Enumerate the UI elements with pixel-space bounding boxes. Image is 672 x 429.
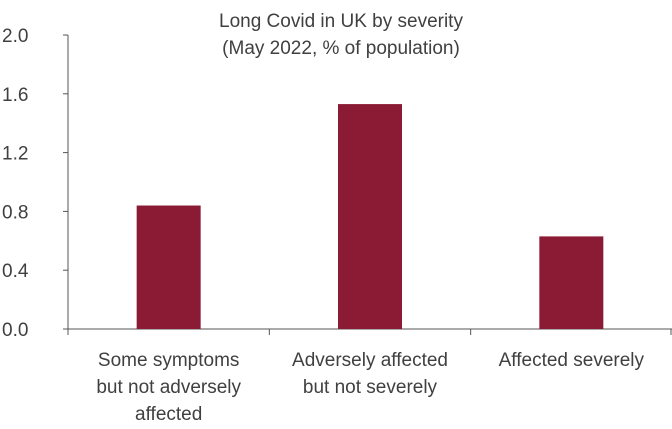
bar [539, 236, 604, 329]
x-category-label-line: but not adversely [96, 377, 241, 398]
y-tick-label: 0.0 [2, 320, 28, 341]
x-category-label-line: Affected severely [499, 350, 645, 371]
y-tick-label: 1.6 [2, 85, 28, 106]
y-tick-label: 0.4 [2, 261, 29, 282]
y-tick-label: 1.2 [2, 144, 28, 165]
x-category-label-line: affected [135, 404, 202, 425]
y-tick-label: 0.8 [2, 202, 28, 223]
bars [136, 104, 604, 329]
x-category-label: Some symptoms but not adversely affected [96, 350, 241, 425]
y-tick-label: 2.0 [2, 26, 28, 47]
x-axis [67, 328, 672, 335]
bar [338, 104, 402, 329]
x-category-label-line: Adversely affected [292, 350, 448, 371]
chart-title: Long Covid in UK by severity [219, 11, 463, 32]
x-category-label: Affected severely [499, 350, 645, 371]
bar [136, 205, 201, 329]
chart-subtitle: (May 2022, % of population) [222, 38, 460, 59]
category-labels: Some symptoms but not adversely affected Ad… [96, 350, 644, 425]
y-axis: 0.0 0.4 0.8 1.2 1.6 2.0 [2, 26, 69, 341]
x-category-label-line: but not severely [303, 377, 438, 398]
x-category-label: Adversely affected but not severely [292, 350, 448, 398]
x-category-label-line: Some symptoms [98, 350, 239, 371]
